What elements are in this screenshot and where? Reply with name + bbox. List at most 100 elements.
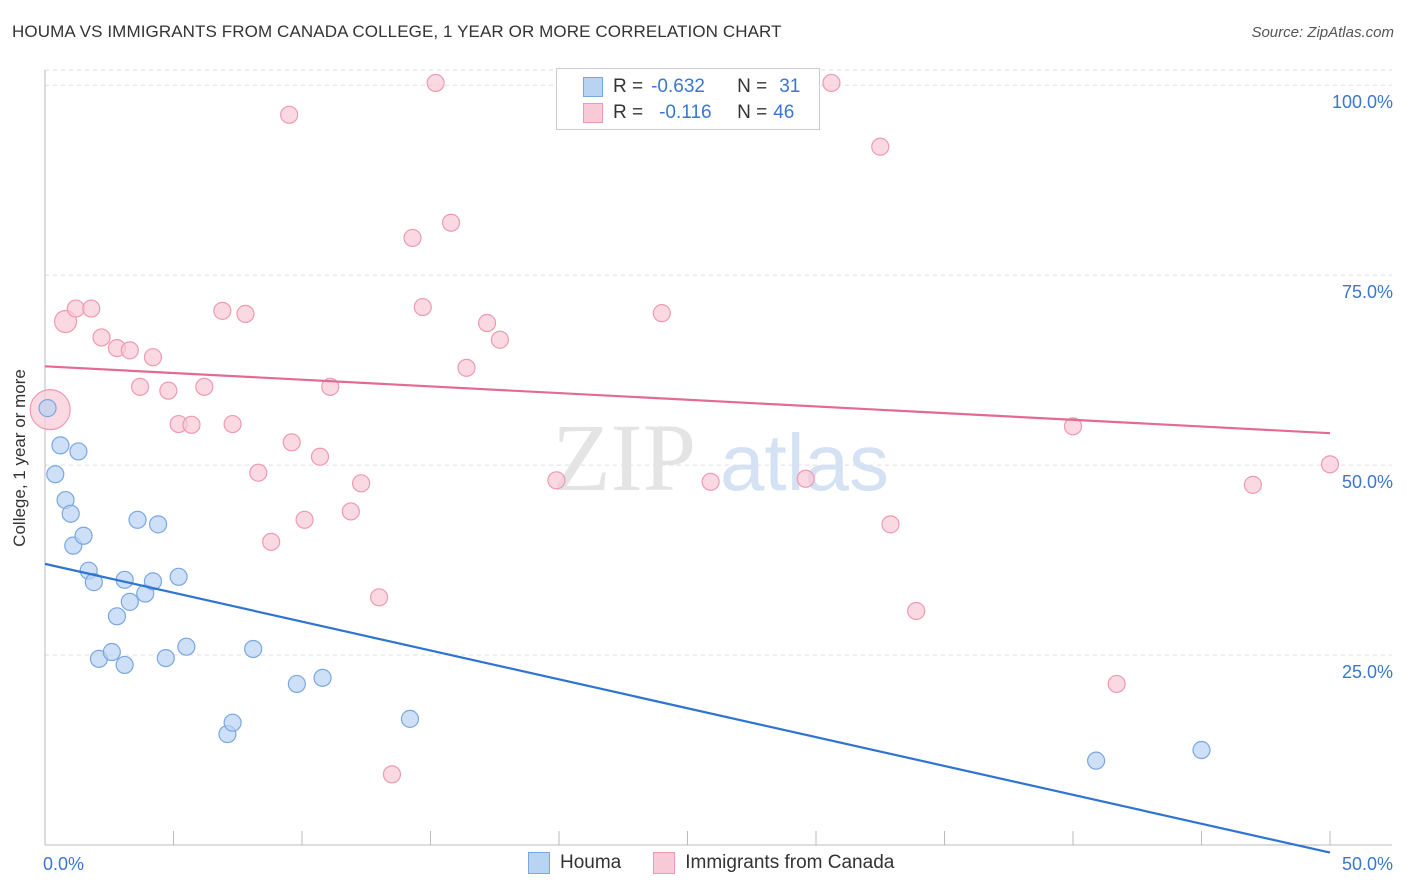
legend-houma-label: Houma bbox=[560, 852, 622, 873]
y-axis-label: College, 1 year or more bbox=[10, 369, 29, 547]
axis-layer bbox=[44, 70, 1392, 846]
point-canada bbox=[295, 510, 314, 529]
point-canada bbox=[382, 765, 402, 784]
point-canada bbox=[159, 381, 178, 400]
legend-canada-label: Immigrants from Canada bbox=[685, 852, 895, 873]
point-canada bbox=[341, 502, 360, 521]
houma-swatch bbox=[583, 77, 603, 97]
point-canada bbox=[1063, 417, 1083, 436]
stats-box: R = -0.632 N = 31 R = -0.116 N = 46 bbox=[556, 68, 820, 130]
point-canada bbox=[249, 463, 268, 482]
point-canada bbox=[457, 358, 476, 377]
point-canada bbox=[547, 471, 566, 490]
point-houma bbox=[46, 465, 65, 484]
point-houma bbox=[61, 504, 80, 523]
watermark-atlas: atlas bbox=[720, 418, 889, 507]
point-houma bbox=[287, 674, 306, 694]
point-canada bbox=[310, 447, 330, 466]
point-canada bbox=[370, 588, 389, 607]
trendline-canada bbox=[44, 365, 1331, 435]
watermark-zip: ZIP bbox=[552, 404, 696, 511]
point-houma bbox=[223, 713, 242, 732]
point-canada bbox=[907, 601, 926, 621]
canada-r-value: -0.116 bbox=[659, 102, 712, 123]
point-houma bbox=[148, 515, 168, 534]
y-tick-label: 75.0% bbox=[1342, 282, 1393, 302]
point-houma bbox=[107, 607, 127, 626]
canada-r-label: R = bbox=[613, 102, 644, 123]
watermark: ZIP atlas bbox=[552, 404, 889, 511]
legend: Houma Immigrants from Canada bbox=[528, 852, 926, 874]
stats-row-canada: R = -0.116 N = 46 bbox=[557, 100, 794, 126]
point-canada bbox=[1107, 674, 1126, 694]
point-houma bbox=[169, 567, 188, 586]
houma-r-label: R = bbox=[613, 76, 644, 97]
point-canada bbox=[130, 377, 150, 396]
point-canada bbox=[796, 469, 815, 488]
point-houma bbox=[156, 648, 175, 668]
point-houma bbox=[84, 573, 103, 592]
point-houma bbox=[143, 572, 163, 591]
point-houma bbox=[128, 510, 147, 529]
point-canada bbox=[182, 415, 201, 434]
point-canada bbox=[1320, 455, 1340, 474]
point-canada bbox=[280, 105, 299, 124]
point-canada bbox=[195, 377, 214, 396]
point-houma bbox=[400, 709, 420, 728]
point-canada bbox=[143, 348, 163, 367]
point-houma bbox=[51, 436, 70, 455]
series-houma-points bbox=[38, 399, 1211, 770]
point-canada bbox=[236, 304, 255, 323]
point-houma bbox=[120, 592, 139, 611]
point-canada bbox=[701, 472, 720, 491]
point-houma bbox=[1087, 751, 1106, 770]
point-houma bbox=[69, 442, 88, 461]
point-canada bbox=[352, 474, 371, 493]
point-houma bbox=[115, 655, 134, 675]
legend-houma-swatch bbox=[528, 852, 550, 874]
point-canada bbox=[403, 228, 422, 248]
houma-n-value: 31 bbox=[779, 76, 801, 97]
source-label: Source: ZipAtlas.com bbox=[1251, 24, 1394, 41]
canada-swatch bbox=[583, 103, 603, 123]
point-canada bbox=[441, 213, 461, 232]
houma-n-label: N = bbox=[737, 76, 768, 97]
point-canada bbox=[223, 414, 242, 434]
point-canada bbox=[321, 377, 340, 396]
x-tick-label-min: 0.0% bbox=[43, 854, 84, 874]
point-canada bbox=[413, 297, 432, 317]
tick-labels: 25.0% 50.0% 75.0% 100.0% 0.0% 50.0% bbox=[43, 92, 1393, 874]
point-canada bbox=[871, 137, 890, 156]
point-canada bbox=[822, 73, 841, 93]
point-canada bbox=[213, 301, 232, 320]
point-canada bbox=[652, 304, 671, 323]
canada-n-label: N = bbox=[737, 102, 768, 123]
point-canada bbox=[92, 328, 111, 347]
y-tick-label: 50.0% bbox=[1342, 472, 1393, 492]
point-houma bbox=[177, 637, 196, 656]
chart-title: HOUMA VS IMMIGRANTS FROM CANADA COLLEGE,… bbox=[12, 22, 782, 41]
point-houma bbox=[244, 639, 263, 659]
point-canada bbox=[120, 341, 139, 360]
legend-canada-swatch bbox=[653, 852, 676, 874]
x-tick-label-max: 50.0% bbox=[1342, 854, 1393, 874]
legend-item-canada: Immigrants from Canada bbox=[653, 852, 894, 874]
grid-layer bbox=[45, 69, 1392, 656]
houma-r-value: -0.632 bbox=[651, 76, 705, 97]
point-canada bbox=[426, 73, 445, 93]
point-houma bbox=[313, 668, 332, 687]
point-canada bbox=[881, 515, 900, 534]
point-houma bbox=[74, 526, 93, 545]
stats-row-houma: R = -0.632 N = 31 bbox=[557, 74, 800, 100]
point-houma bbox=[102, 642, 121, 662]
series-canada-points bbox=[29, 73, 1340, 784]
point-houma bbox=[38, 399, 57, 418]
point-canada bbox=[82, 299, 101, 318]
point-canada bbox=[262, 532, 281, 551]
point-canada bbox=[477, 313, 497, 333]
y-tick-label: 25.0% bbox=[1342, 662, 1393, 682]
canada-n-value: 46 bbox=[773, 102, 795, 123]
y-tick-label: 100.0% bbox=[1332, 92, 1393, 112]
trend-lines bbox=[44, 365, 1331, 854]
